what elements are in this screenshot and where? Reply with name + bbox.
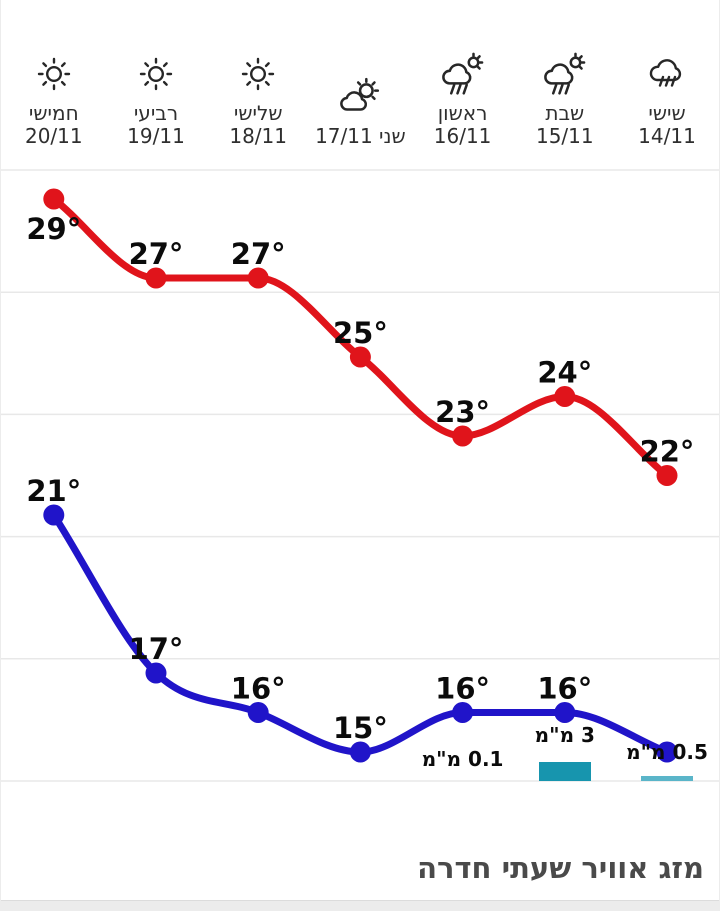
high-temp-point — [554, 386, 576, 407]
day-column[interactable]: שלישי 18/11 — [206, 0, 310, 168]
temp-label: 27° — [231, 237, 286, 271]
high-temp-point — [452, 425, 474, 447]
day-date: 20/11 — [24, 124, 83, 148]
low-temp-point — [349, 741, 371, 763]
sun-icon — [134, 52, 178, 96]
day-column[interactable]: רביעי 19/11 — [104, 0, 208, 168]
day-column[interactable]: שבת 15/11 — [513, 0, 617, 168]
day-name-date: שני 17/11 — [315, 124, 406, 148]
day-date: 18/11 — [229, 124, 287, 148]
low-temp-point — [554, 702, 576, 723]
low-temp-point — [43, 504, 65, 526]
high-temp-point — [247, 267, 269, 289]
sun-icon — [32, 52, 76, 96]
day-column[interactable]: חמישי 20/11 — [2, 0, 106, 168]
widget-title: מזג אוויר שעתי חדרה — [417, 851, 704, 885]
forecast-days-header: שישי 14/11 שבת 15/11 ראשון 16/11 שני 17/11 שליש… — [1, 0, 719, 170]
temp-label: 29° — [26, 212, 81, 246]
day-date: 16/11 — [433, 124, 492, 148]
temp-label: 17° — [129, 632, 184, 666]
high-temp-point — [349, 346, 371, 368]
rain-sun-icon — [543, 52, 587, 96]
low-temp-point — [452, 702, 474, 723]
high-temp-point — [43, 188, 65, 210]
day-name: שלישי — [233, 101, 283, 125]
day-column[interactable]: שישי 14/11 — [615, 0, 719, 168]
temp-label: 16° — [231, 672, 286, 706]
rain-sun-icon — [441, 52, 485, 96]
day-name: שישי — [648, 101, 686, 125]
high-temp-point — [656, 465, 678, 486]
cloud-sun-icon — [338, 76, 382, 120]
temp-label: 24° — [537, 356, 592, 390]
day-date: 19/11 — [127, 124, 185, 148]
temp-label: 15° — [333, 711, 388, 745]
day-name: רביעי — [133, 101, 179, 125]
next-section-edge — [1, 900, 719, 911]
day-name: חמישי — [28, 101, 79, 125]
temp-label: 16° — [537, 672, 592, 706]
day-date: 14/11 — [638, 124, 696, 148]
sun-icon — [236, 52, 280, 96]
temp-label: 21° — [26, 474, 81, 508]
day-column[interactable]: שני 17/11 — [308, 0, 412, 168]
low-temp-point — [247, 702, 269, 723]
temp-label: 22° — [640, 435, 695, 469]
temp-label: 25° — [333, 316, 388, 350]
temp-label: 16° — [435, 672, 490, 706]
temp-label: 27° — [129, 237, 184, 271]
low-temp-point — [656, 741, 678, 763]
day-name: ראשון — [437, 101, 488, 125]
temp-label: 23° — [435, 395, 490, 429]
low-temp-point — [145, 662, 167, 684]
high-temp-point — [145, 267, 167, 289]
day-name: שבת — [545, 101, 585, 125]
day-date: 15/11 — [535, 124, 594, 148]
day-column[interactable]: ראשון 16/11 — [411, 0, 515, 168]
rain-icon — [645, 52, 689, 96]
